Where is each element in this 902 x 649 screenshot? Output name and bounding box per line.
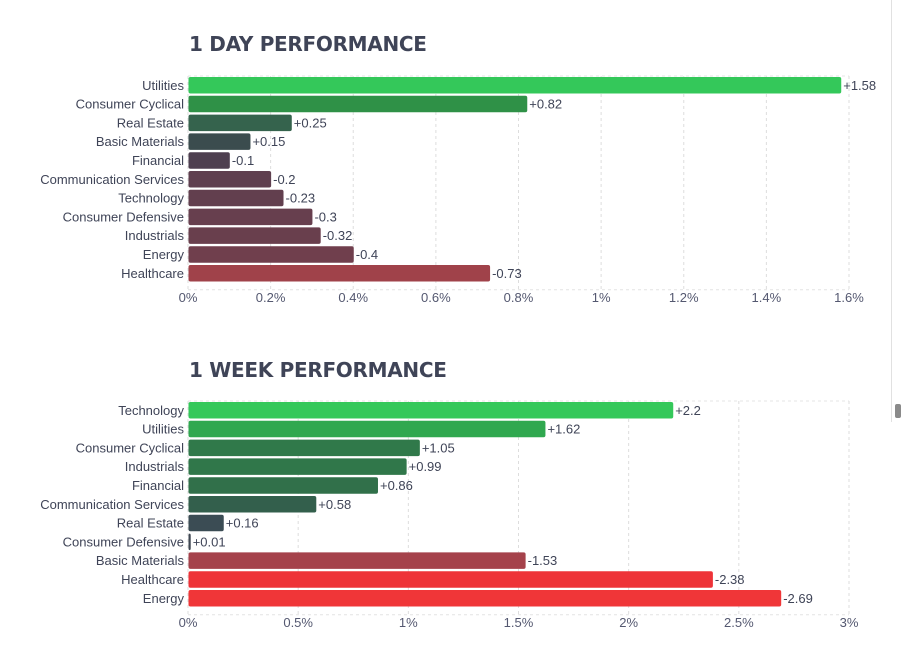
- value-label-day-3: +0.15: [252, 134, 285, 149]
- category-label-day-3: Basic Materials: [96, 134, 185, 149]
- bar-day-8[interactable]: [188, 227, 321, 244]
- tick-label-week-4: 2%: [619, 615, 638, 630]
- tick-label-week-6: 3%: [840, 615, 859, 630]
- category-label-day-8: Industrials: [125, 228, 185, 243]
- category-label-day-5: Communication Services: [40, 172, 184, 187]
- tick-label-day-4: 0.8%: [504, 290, 534, 305]
- category-label-week-2: Consumer Cyclical: [76, 440, 184, 455]
- category-label-week-0: Technology: [118, 403, 184, 418]
- tick-label-day-6: 1.2%: [669, 290, 699, 305]
- value-label-day-5: -0.2: [273, 172, 295, 187]
- value-label-week-2: +1.05: [422, 440, 455, 455]
- tick-label-week-1: 0.5%: [283, 615, 313, 630]
- scrollbar-handle[interactable]: [895, 404, 901, 418]
- category-label-day-0: Utilities: [142, 78, 184, 93]
- tick-label-week-2: 1%: [399, 615, 418, 630]
- bar-week-6[interactable]: [188, 514, 224, 532]
- value-label-day-1: +0.82: [529, 97, 562, 112]
- bar-week-1[interactable]: [188, 420, 546, 438]
- category-label-day-2: Real Estate: [117, 115, 184, 130]
- value-label-week-6: +0.16: [226, 516, 259, 531]
- value-label-day-10: -0.73: [492, 266, 522, 281]
- bar-week-2[interactable]: [188, 439, 420, 457]
- value-label-day-0: +1.58: [843, 78, 876, 93]
- category-label-day-6: Technology: [118, 191, 184, 206]
- bar-day-4[interactable]: [188, 152, 230, 169]
- tick-label-week-0: 0%: [179, 615, 198, 630]
- chart-title-1-day: 1 DAY PERFORMANCE: [189, 32, 427, 56]
- bar-week-7[interactable]: [188, 533, 191, 551]
- bar-week-8[interactable]: [188, 552, 526, 569]
- value-label-day-8: -0.32: [323, 228, 353, 243]
- value-label-week-5: +0.58: [318, 497, 351, 512]
- tick-label-day-0: 0%: [179, 290, 198, 305]
- tick-label-week-5: 2.5%: [724, 615, 754, 630]
- chart-1-day-performance: Utilities +1.58 Consumer Cyclical +0.82 Real…: [40, 75, 876, 305]
- value-label-week-0: +2.2: [675, 403, 701, 418]
- scrollbar-track[interactable]: [891, 0, 902, 422]
- bar-day-7[interactable]: [188, 208, 313, 226]
- value-label-day-4: -0.1: [232, 153, 254, 168]
- category-label-day-7: Consumer Defensive: [63, 209, 184, 224]
- bar-day-0[interactable]: [188, 77, 842, 94]
- category-label-week-8: Basic Materials: [96, 553, 185, 568]
- tick-label-week-3: 1.5%: [504, 615, 534, 630]
- value-label-week-9: -2.38: [715, 572, 745, 587]
- bar-day-2[interactable]: [188, 114, 292, 132]
- category-label-week-9: Healthcare: [121, 572, 184, 587]
- value-label-week-3: +0.99: [409, 459, 442, 474]
- bar-day-6[interactable]: [188, 189, 284, 207]
- value-label-week-4: +0.86: [380, 478, 413, 493]
- category-label-week-10: Energy: [143, 591, 185, 606]
- category-label-day-10: Healthcare: [121, 266, 184, 281]
- tick-label-day-2: 0.4%: [338, 290, 368, 305]
- value-label-day-2: +0.25: [294, 115, 327, 130]
- category-label-week-7: Consumer Defensive: [63, 534, 184, 549]
- bar-day-9[interactable]: [188, 246, 354, 263]
- bar-day-5[interactable]: [188, 171, 272, 188]
- bar-week-4[interactable]: [188, 477, 378, 494]
- value-label-day-6: -0.23: [286, 191, 316, 206]
- value-label-day-7: -0.3: [314, 209, 336, 224]
- chart-title-1-week: 1 WEEK PERFORMANCE: [189, 358, 447, 382]
- chart-1-week-performance: Technology +2.2 Utilities +1.62 Consumer Cyc…: [40, 400, 859, 630]
- category-label-week-1: Utilities: [142, 422, 184, 437]
- tick-label-day-3: 0.6%: [421, 290, 451, 305]
- category-label-week-3: Industrials: [125, 459, 185, 474]
- category-label-week-6: Real Estate: [117, 516, 184, 531]
- value-label-week-10: -2.69: [783, 591, 813, 606]
- bar-week-5[interactable]: [188, 496, 317, 513]
- value-label-day-9: -0.4: [356, 247, 378, 262]
- tick-label-day-5: 1%: [592, 290, 611, 305]
- bar-week-3[interactable]: [188, 458, 407, 475]
- value-label-week-7: +0.01: [193, 534, 226, 549]
- bar-week-0[interactable]: [188, 402, 674, 419]
- bar-day-1[interactable]: [188, 95, 528, 113]
- tick-label-day-7: 1.4%: [752, 290, 782, 305]
- category-label-week-5: Communication Services: [40, 497, 184, 512]
- category-label-day-1: Consumer Cyclical: [76, 97, 184, 112]
- bar-week-10[interactable]: [188, 590, 782, 607]
- bar-day-3[interactable]: [188, 133, 251, 150]
- category-label-day-4: Financial: [132, 153, 184, 168]
- tick-label-day-8: 1.6%: [834, 290, 864, 305]
- value-label-week-1: +1.62: [547, 422, 580, 437]
- category-label-week-4: Financial: [132, 478, 184, 493]
- value-label-week-8: -1.53: [528, 553, 558, 568]
- tick-label-day-1: 0.2%: [256, 290, 286, 305]
- bar-week-9[interactable]: [188, 571, 713, 588]
- bar-day-10[interactable]: [188, 265, 491, 282]
- category-label-day-9: Energy: [143, 247, 185, 262]
